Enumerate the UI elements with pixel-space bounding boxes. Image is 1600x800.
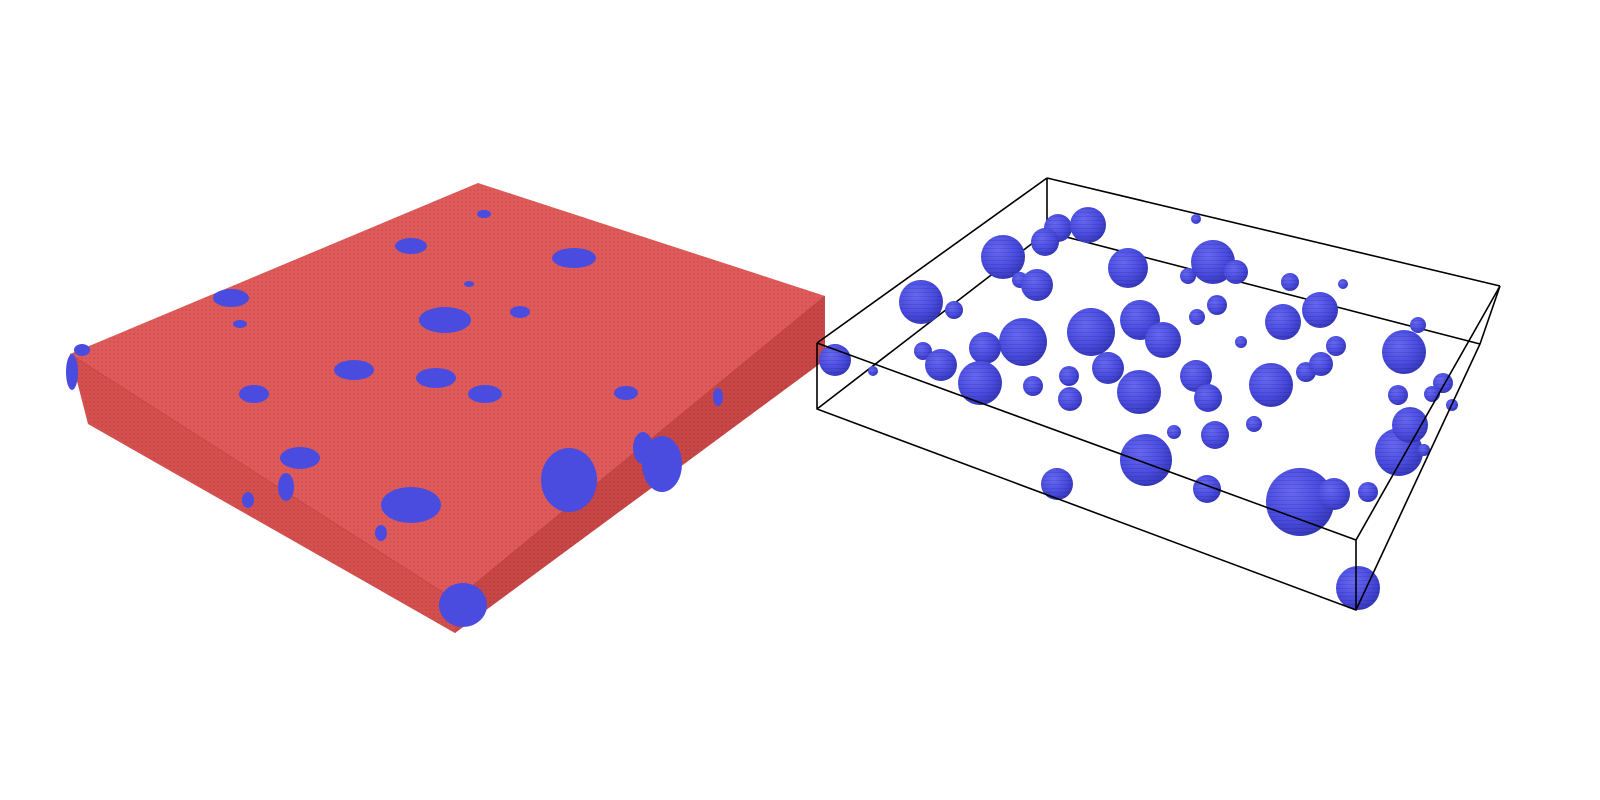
particle-voxel-texture xyxy=(1201,421,1229,449)
particle-voxel-texture xyxy=(1207,295,1227,315)
particle-voxel-texture xyxy=(1281,273,1299,291)
inclusion xyxy=(375,525,387,541)
particle-voxel-texture xyxy=(1041,468,1073,500)
inclusion xyxy=(464,281,474,287)
inclusion xyxy=(213,289,249,307)
particle-voxel-texture xyxy=(1309,352,1333,376)
particle-voxel-texture xyxy=(1180,268,1196,284)
inclusion xyxy=(439,583,487,627)
particle-voxel-texture xyxy=(969,332,1001,364)
particle-voxel-texture xyxy=(1180,360,1212,392)
particle-voxel-texture xyxy=(1382,330,1426,374)
particle-voxel-texture xyxy=(1070,207,1106,243)
particle-voxel-texture xyxy=(958,361,1002,405)
inclusion xyxy=(416,368,456,388)
particle-voxel-texture xyxy=(1302,292,1338,328)
particle-voxel-texture xyxy=(1336,566,1380,610)
inclusion xyxy=(713,388,723,406)
inclusion xyxy=(66,354,78,390)
particle-voxel-texture xyxy=(1418,444,1430,456)
particle-voxel-texture xyxy=(868,366,878,376)
inclusion xyxy=(477,210,491,218)
particle-voxel-texture xyxy=(1167,425,1181,439)
particle-voxel-texture xyxy=(1193,475,1221,503)
particle-voxel-texture xyxy=(1021,269,1053,301)
inclusion xyxy=(468,385,502,403)
particle-voxel-texture xyxy=(1058,387,1082,411)
inclusion xyxy=(614,386,638,400)
inclusion xyxy=(642,436,682,492)
particle-voxel-texture xyxy=(1117,370,1161,414)
particle-voxel-texture xyxy=(1246,416,1262,432)
particle-voxel-texture xyxy=(999,318,1047,366)
matrix-atom-texture xyxy=(70,183,825,633)
inclusion xyxy=(334,360,374,380)
matrix-inclusions xyxy=(66,210,723,627)
particle-voxel-texture xyxy=(1145,322,1181,358)
particle-voxel-texture xyxy=(1031,228,1059,256)
particle-voxel-texture xyxy=(1235,336,1247,348)
particle-voxel-texture xyxy=(1358,482,1378,502)
particle-voxel-texture xyxy=(1338,279,1348,289)
inclusion xyxy=(552,248,596,268)
inclusion xyxy=(419,307,471,333)
particle-voxel-texture xyxy=(945,301,963,319)
particle-voxel-texture xyxy=(1318,478,1350,510)
inclusion xyxy=(280,447,320,469)
particle-voxel-texture xyxy=(899,280,943,324)
particle-voxel-texture xyxy=(914,342,932,360)
inclusion xyxy=(278,473,294,501)
particle-voxel-texture xyxy=(1392,407,1428,443)
inclusion xyxy=(242,492,254,508)
particle-panel xyxy=(816,177,1501,612)
particle-voxel-texture xyxy=(1424,386,1440,402)
particle-voxel-texture xyxy=(1108,248,1148,288)
particle-voxel-texture xyxy=(1326,336,1346,356)
particle-voxel-texture xyxy=(1410,317,1426,333)
particle-voxel-texture xyxy=(1092,352,1124,384)
particle-voxel-texture xyxy=(925,349,957,381)
inclusion xyxy=(541,448,597,512)
particle-voxel-texture xyxy=(1023,376,1043,396)
inclusion xyxy=(239,385,269,403)
particle-voxel-texture xyxy=(981,235,1025,279)
wireframe-front-edges xyxy=(816,285,1501,612)
matrix-block xyxy=(66,183,826,633)
particle-voxel-texture xyxy=(1224,260,1248,284)
inclusion xyxy=(381,487,441,523)
inclusion xyxy=(395,238,427,254)
inclusion xyxy=(233,320,247,328)
particle-voxel-texture xyxy=(1191,214,1201,224)
particle-voxel-texture xyxy=(1191,240,1235,284)
inclusion xyxy=(74,344,90,356)
particle-voxel-texture xyxy=(1265,304,1301,340)
particles xyxy=(819,207,1458,610)
inclusion xyxy=(510,306,530,318)
particle-voxel-texture xyxy=(1189,309,1205,325)
particle-voxel-texture xyxy=(1059,366,1079,386)
particle-voxel-texture xyxy=(1266,468,1334,536)
particle-voxel-texture xyxy=(1067,308,1115,356)
particle-voxel-texture xyxy=(1194,384,1222,412)
particle-voxel-texture xyxy=(1388,385,1408,405)
particle-voxel-texture xyxy=(1120,434,1172,486)
particle-voxel-texture xyxy=(1249,363,1293,407)
